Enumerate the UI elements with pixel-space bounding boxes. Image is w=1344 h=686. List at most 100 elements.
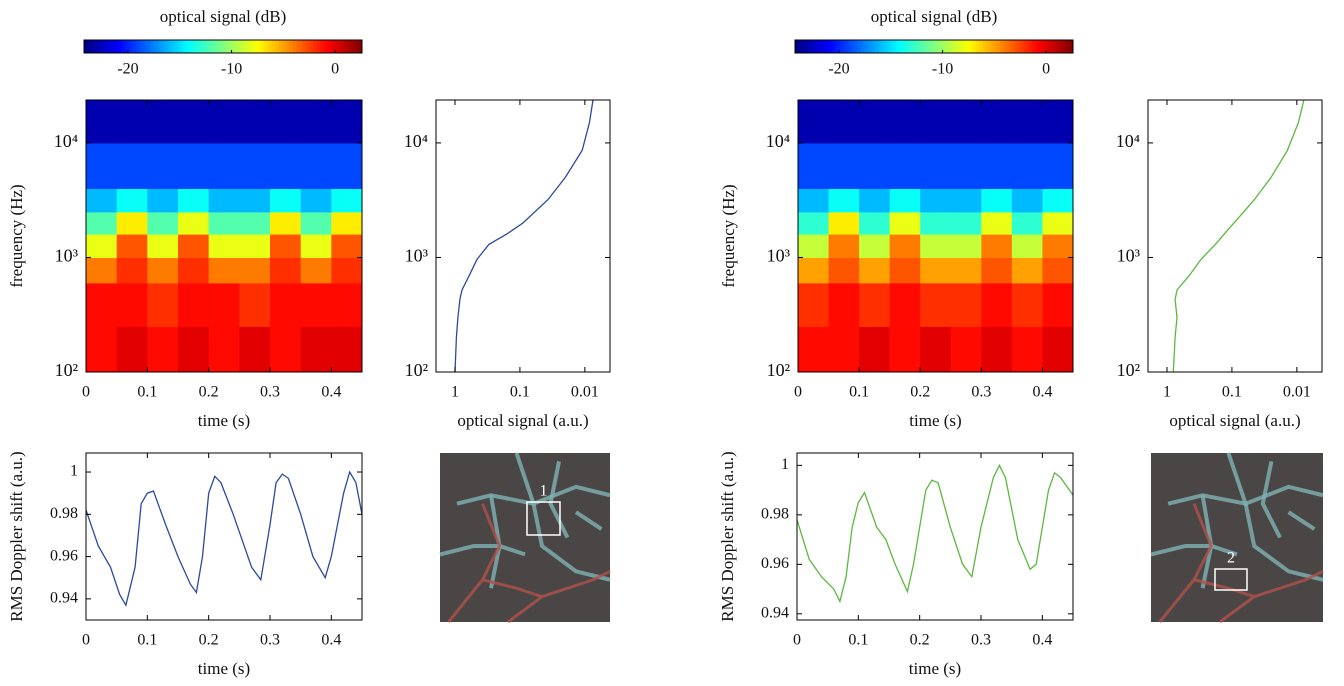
colorbar-swatch [864, 40, 869, 53]
heatmap-cell [889, 100, 921, 144]
colorbar-swatch [979, 40, 984, 53]
heatmap-cell [859, 257, 891, 284]
vessel [1150, 543, 1238, 557]
vessel [1243, 503, 1324, 582]
x-tick-label: 0.1 [849, 384, 869, 401]
heatmap-cell [889, 188, 921, 213]
heatmap-cell [239, 282, 271, 327]
heatmap-cell [859, 188, 891, 213]
heatmap-cell [798, 211, 830, 235]
colorbar-swatch [909, 40, 914, 53]
x-tick-label: 0.4 [321, 384, 341, 401]
heatmap-cell [178, 257, 210, 284]
heatmap-cell [828, 100, 860, 144]
colorbar-swatch [181, 40, 186, 53]
x-tick-label: 0.2 [910, 632, 930, 649]
x-tick-label: 0.01 [571, 384, 599, 401]
colorbar-swatch [1038, 40, 1043, 53]
heatmap-cell [147, 188, 179, 213]
x-tick-label: 0.2 [199, 384, 219, 401]
colorbar-swatch [348, 40, 353, 53]
vessel [548, 461, 570, 539]
y-tick-label: 10⁴ [54, 131, 78, 151]
heatmap-cell [300, 257, 332, 284]
colorbar-swatch [212, 40, 217, 53]
heatmap-cell [1011, 188, 1043, 213]
y-tick-label: 0.94 [50, 590, 78, 607]
colorbar-swatch [1055, 40, 1060, 53]
heatmap-cell [178, 100, 210, 144]
heatmap-cell [981, 326, 1013, 373]
heatmap-cell [981, 100, 1013, 144]
colorbar-swatch [902, 40, 907, 53]
y-tick-label: 0.94 [761, 604, 789, 621]
vessel [1158, 503, 1213, 623]
colorbar-swatch [174, 40, 179, 53]
heatmap-cell [859, 282, 891, 327]
heatmap-cell [331, 100, 363, 144]
colorbar-swatch [254, 40, 259, 53]
colorbar-swatch [1013, 40, 1018, 53]
colorbar-swatch [895, 40, 900, 53]
colorbar-swatch [219, 40, 224, 53]
colorbar-swatch [292, 40, 297, 53]
colorbar-swatch [1024, 40, 1029, 53]
heatmap-cell [178, 211, 210, 235]
colorbar-swatch [798, 40, 803, 53]
y-tick-label: 10³ [767, 246, 791, 266]
heatmap-cell [147, 211, 179, 235]
heatmap-cell [950, 282, 982, 327]
colorbar-swatch [264, 40, 269, 53]
colorbar-swatch [913, 40, 918, 53]
heatmap-cell [270, 188, 302, 213]
heatmap-cell [798, 142, 830, 190]
colorbar-swatch [906, 40, 911, 53]
colorbar-tick-label: -20 [117, 61, 138, 78]
heatmap-cell [981, 257, 1013, 284]
heatmap-cell [86, 100, 118, 144]
colorbar-swatch [160, 40, 165, 53]
colorbar-swatch [808, 40, 813, 53]
colorbar-swatch [250, 40, 255, 53]
heatmap-cell [981, 282, 1013, 327]
x-tick-label: 0 [82, 384, 90, 401]
heatmap-cell [920, 100, 952, 144]
plot-frame [796, 452, 1074, 621]
heatmap-cell [981, 234, 1013, 258]
heatmap-cell [920, 188, 952, 213]
heatmap-cell [116, 211, 148, 235]
colorbar-tick-label: 0 [331, 61, 339, 78]
colorbar-swatch [986, 40, 991, 53]
microscope-image [439, 452, 611, 624]
colorbar-swatch [850, 40, 855, 53]
x-tick-label: 0.1 [137, 632, 157, 649]
colorbar-swatch [937, 40, 942, 53]
heatmap-cell [798, 100, 830, 144]
colorbar-swatch [209, 40, 214, 53]
colorbar-swatch [861, 40, 865, 53]
heatmap-cell [147, 100, 179, 144]
colorbar-swatch [184, 40, 189, 53]
colorbar-swatch [261, 40, 266, 53]
heatmap-cell [920, 282, 952, 327]
heatmap-cell [981, 188, 1013, 213]
roi-box [526, 501, 561, 536]
colorbar-swatch [1069, 40, 1074, 53]
x-tick-label: 0.4 [1032, 384, 1052, 401]
colorbar-swatch [822, 40, 827, 53]
colorbar-swatch [271, 40, 276, 53]
heatmap-cell [300, 100, 332, 144]
colorbar-swatch [355, 40, 360, 53]
heatmap-cell [889, 326, 921, 373]
y-tick-label: 10⁴ [766, 131, 790, 151]
heatmap-cell [331, 188, 363, 213]
heatmap-cell [981, 142, 1013, 190]
x-tick-label: 0 [794, 384, 802, 401]
colorbar-swatch [1034, 40, 1039, 53]
heatmap-cell [331, 257, 363, 284]
series-line [85, 470, 363, 607]
colorbar-swatch [240, 40, 245, 53]
colorbar-title: optical signal (dB) [160, 7, 287, 26]
heatmap-cell [208, 188, 240, 213]
colorbar-swatch [309, 40, 314, 53]
